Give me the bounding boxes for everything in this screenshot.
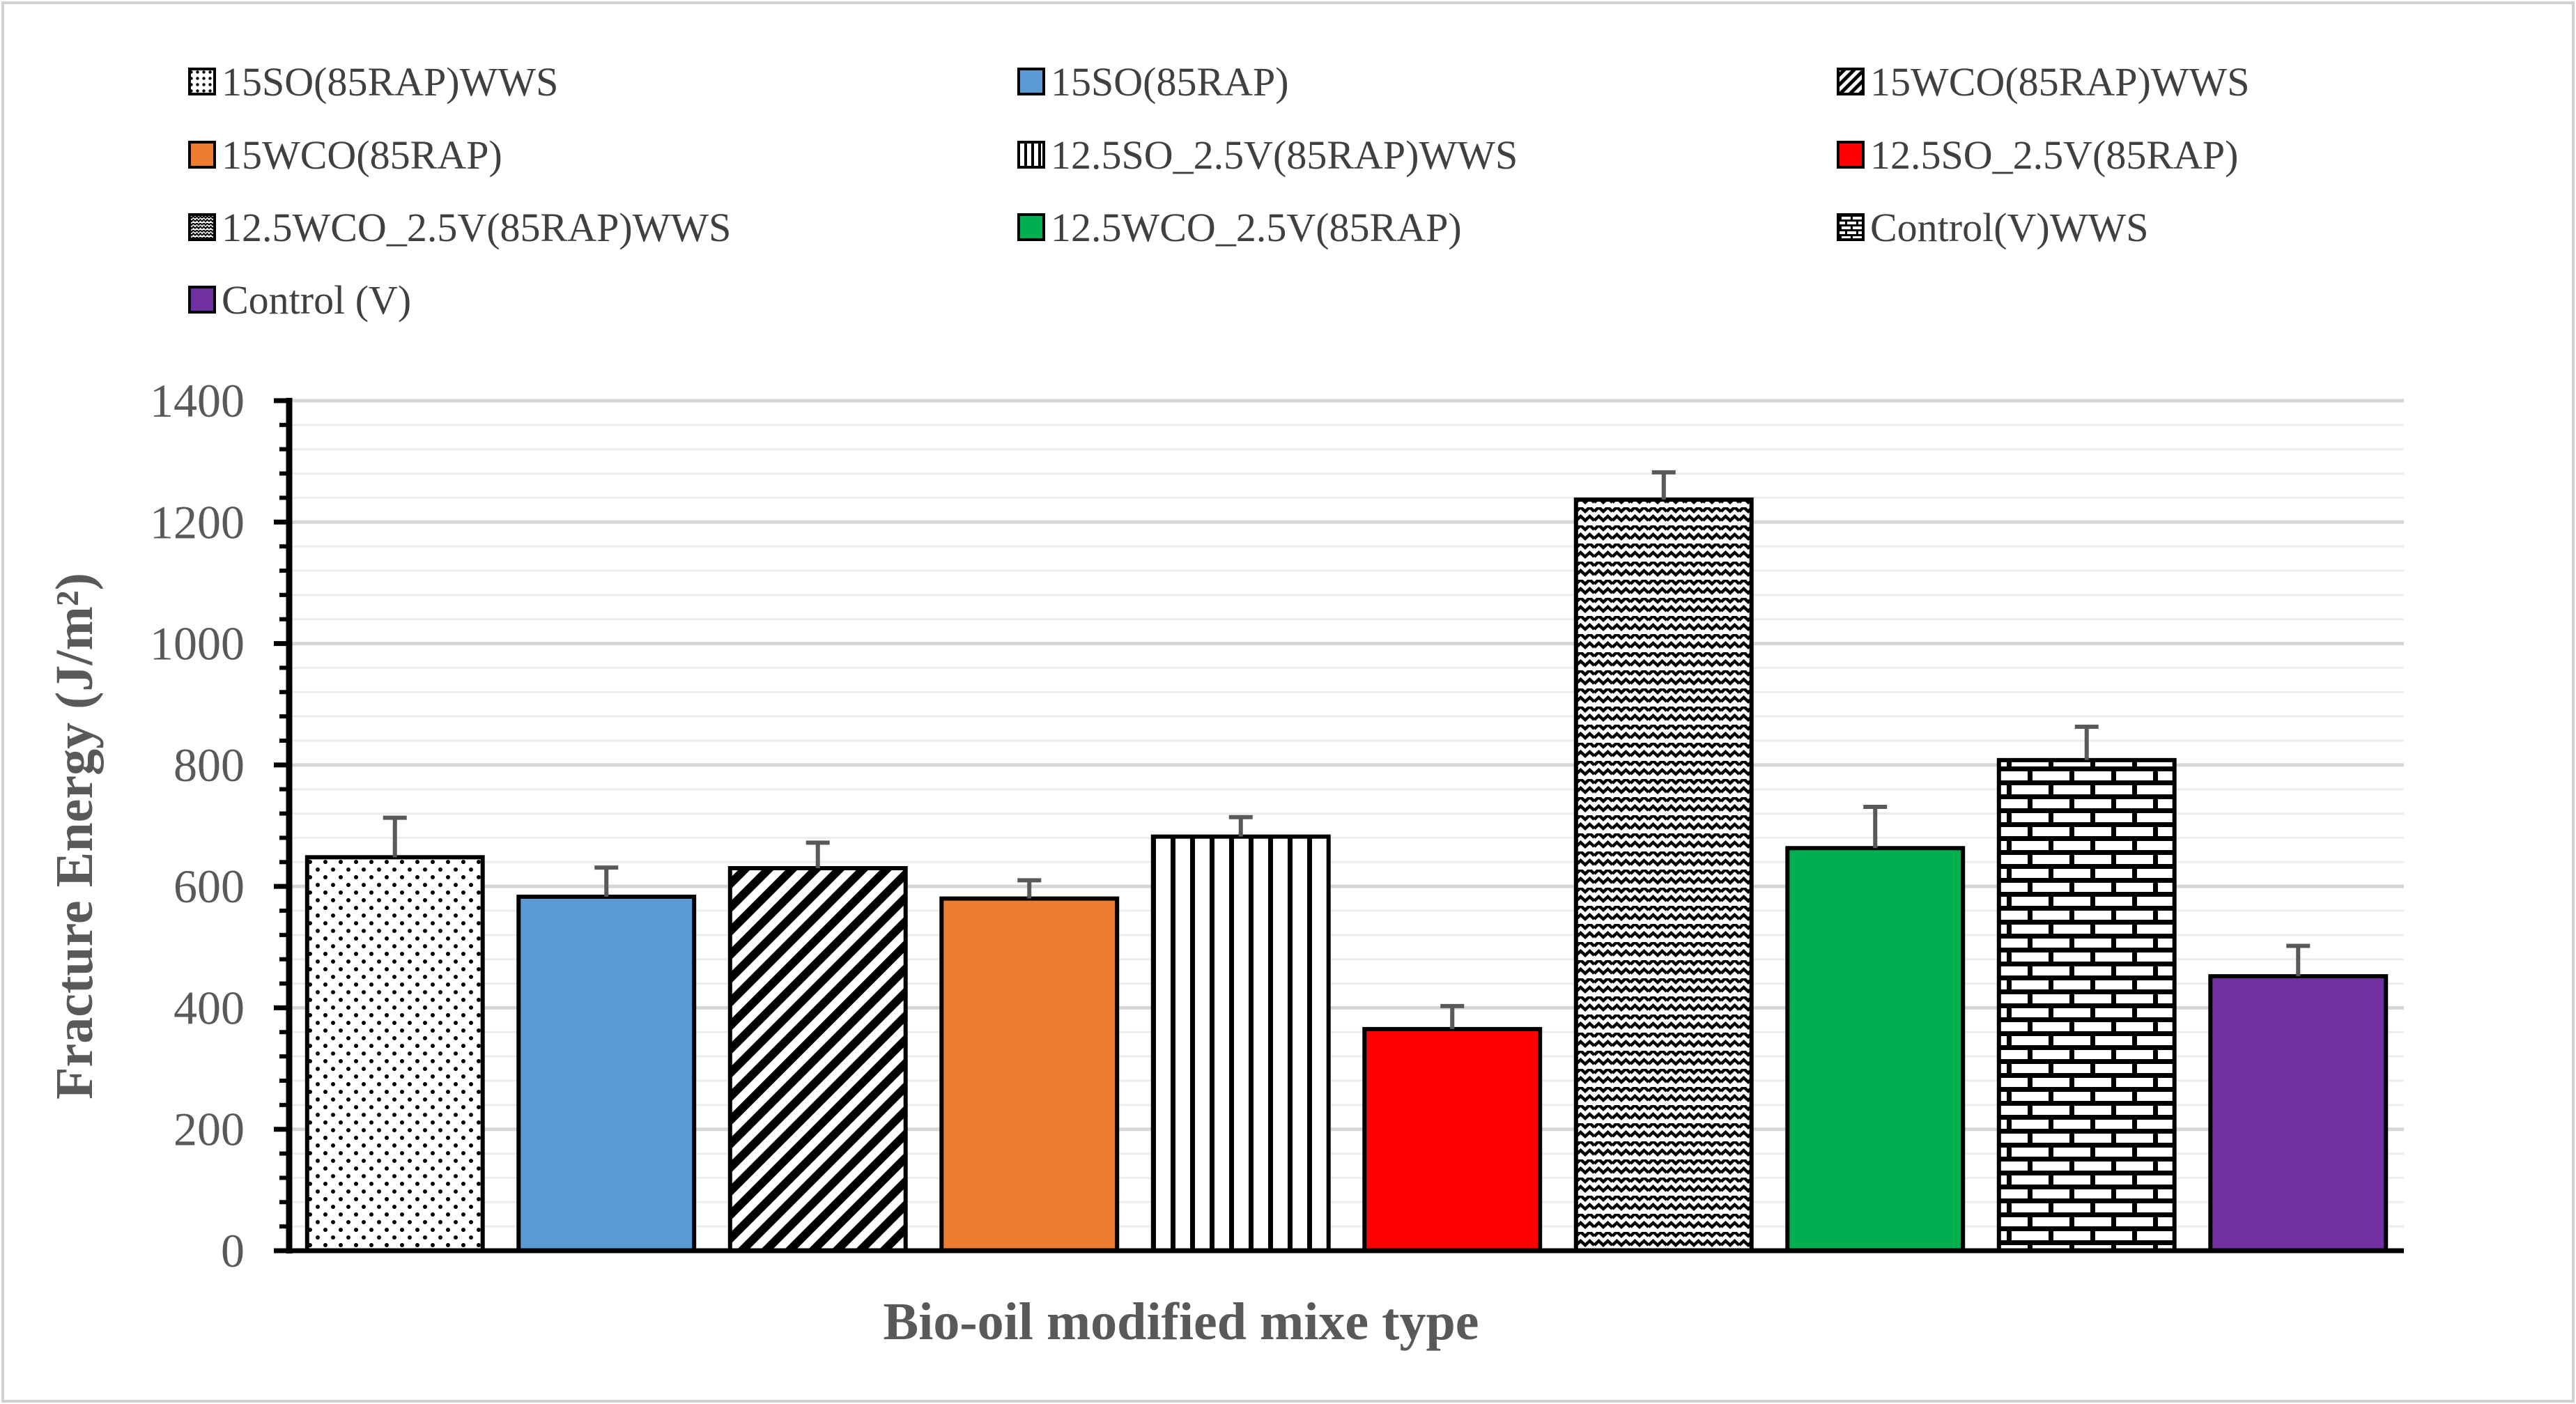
legend-label: Control (V) — [222, 277, 411, 323]
y-tick-label: 600 — [173, 860, 245, 913]
bar-10 — [2208, 974, 2389, 1253]
legend-label: 12.5SO_2.5V(85RAP)WWS — [1051, 132, 1518, 178]
legend-label: 15WCO(85RAP) — [222, 132, 502, 178]
legend-label: 15SO(85RAP)WWS — [222, 59, 558, 105]
legend-item-3: 15WCO(85RAP)WWS — [1837, 59, 2250, 105]
legend-swatch — [1837, 213, 1865, 241]
bar-1 — [304, 855, 485, 1253]
legend-swatch — [188, 286, 216, 314]
bar-9 — [1996, 757, 2177, 1253]
legend-item-10: Control (V) — [188, 277, 411, 323]
bar-3 — [727, 866, 908, 1253]
legend-swatch — [188, 213, 216, 241]
legend-swatch — [188, 141, 216, 169]
bars — [304, 470, 2389, 1253]
bar-7 — [1573, 497, 1754, 1253]
legend: 15SO(85RAP)WWS 15SO(85RAP) 15WCO(85RAP)WWS… — [188, 59, 2250, 323]
x-axis-title: Bio-oil modified mixe type — [884, 1293, 1479, 1351]
legend-label: 12.5SO_2.5V(85RAP) — [1870, 132, 2239, 178]
y-axis: 0 200 400 600 800 1000 1200 1400 — [150, 374, 2404, 1277]
legend-item-7: 12.5WCO_2.5V(85RAP)WWS — [188, 205, 731, 250]
legend-label: 15SO(85RAP) — [1051, 59, 1289, 105]
legend-swatch — [188, 68, 216, 95]
legend-swatch — [1017, 213, 1045, 241]
legend-item-5: 12.5SO_2.5V(85RAP)WWS — [1017, 132, 1518, 178]
y-tick-label: 200 — [173, 1103, 245, 1156]
y-tick-label: 1000 — [150, 617, 245, 670]
legend-label: 12.5WCO_2.5V(85RAP) — [1051, 205, 1462, 250]
legend-item-9: Control(V)WWS — [1837, 205, 2149, 250]
y-tick-label: 800 — [173, 739, 245, 792]
legend-item-8: 12.5WCO_2.5V(85RAP) — [1017, 205, 1462, 250]
legend-swatch — [1837, 68, 1865, 95]
legend-label: Control(V)WWS — [1870, 205, 2149, 250]
legend-item-2: 15SO(85RAP) — [1017, 59, 1289, 105]
y-tick-label: 1400 — [150, 374, 245, 427]
y-axis-title: Fracture Energy (J/m²) — [45, 573, 104, 1100]
y-tick-label: 0 — [221, 1224, 245, 1277]
bar-8 — [1785, 846, 1966, 1253]
legend-swatch — [1017, 141, 1045, 169]
bar-5 — [1150, 834, 1331, 1253]
bar-6 — [1362, 1026, 1543, 1253]
legend-swatch — [1837, 141, 1865, 169]
y-tick-label: 1200 — [150, 495, 245, 548]
legend-label: 12.5WCO_2.5V(85RAP)WWS — [222, 205, 731, 250]
y-tick-label: 400 — [173, 981, 245, 1034]
legend-item-6: 12.5SO_2.5V(85RAP) — [1837, 132, 2239, 178]
legend-item-4: 15WCO(85RAP) — [188, 132, 502, 178]
bar-4 — [939, 896, 1120, 1253]
bar-2 — [516, 894, 697, 1253]
legend-swatch — [1017, 68, 1045, 95]
legend-item-1: 15SO(85RAP)WWS — [188, 59, 558, 105]
legend-label: 15WCO(85RAP)WWS — [1870, 59, 2250, 105]
